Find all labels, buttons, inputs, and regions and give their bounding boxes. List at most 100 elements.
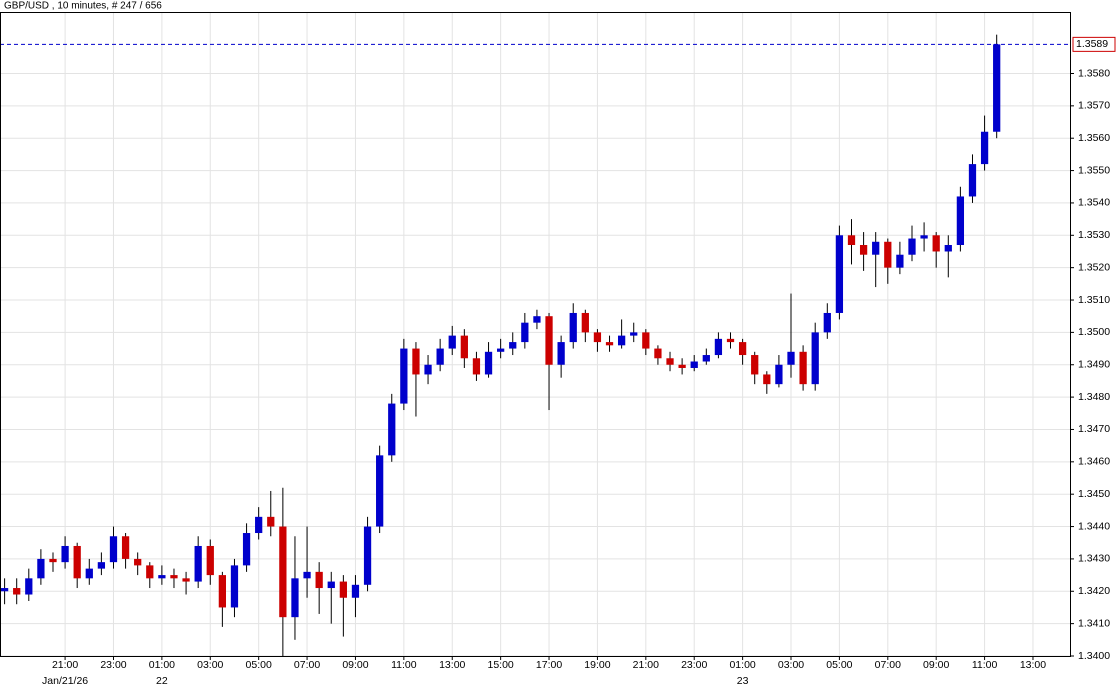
candle-body bbox=[291, 578, 299, 618]
candle-body bbox=[242, 533, 251, 566]
candle-body bbox=[835, 235, 844, 313]
date-label: 23 bbox=[737, 675, 749, 687]
candle-body bbox=[109, 536, 118, 563]
candle-body bbox=[787, 351, 795, 365]
candle-body bbox=[170, 575, 178, 579]
y-tick-label: 1.3400 bbox=[1078, 650, 1110, 662]
candle-body bbox=[388, 403, 396, 456]
candle-body bbox=[230, 565, 239, 608]
x-tick-label: 03:00 bbox=[197, 659, 223, 671]
candle-body bbox=[13, 588, 21, 595]
y-tick-label: 1.3450 bbox=[1078, 488, 1110, 500]
candle-body bbox=[460, 335, 468, 359]
y-tick-label: 1.3420 bbox=[1078, 585, 1110, 597]
candle-body bbox=[714, 338, 723, 356]
candle-body bbox=[97, 562, 106, 569]
candle-body bbox=[363, 526, 372, 585]
candle-body bbox=[654, 348, 662, 359]
candle-body bbox=[85, 568, 93, 579]
candle-body bbox=[484, 351, 493, 375]
candle-body bbox=[315, 571, 323, 589]
candle-body bbox=[944, 245, 952, 252]
x-tick-label: 21:00 bbox=[52, 659, 78, 671]
candle-body bbox=[351, 584, 360, 598]
candle-body bbox=[206, 545, 214, 576]
candle-body bbox=[472, 358, 481, 375]
candle-body bbox=[726, 338, 735, 343]
candle-body bbox=[327, 581, 335, 589]
candle-body bbox=[617, 335, 626, 346]
candle-body bbox=[884, 241, 892, 268]
candle-body bbox=[751, 355, 759, 375]
x-tick-label: 17:00 bbox=[536, 659, 562, 671]
candle-body bbox=[605, 342, 614, 346]
candle-body bbox=[158, 575, 166, 579]
candle-body bbox=[61, 545, 69, 563]
candle-body bbox=[799, 351, 807, 385]
candle-body bbox=[847, 235, 856, 246]
x-tick-label: 01:00 bbox=[149, 659, 175, 671]
candle-body bbox=[121, 536, 130, 559]
candle-body bbox=[303, 571, 311, 579]
candle-body bbox=[859, 245, 868, 255]
candle-body bbox=[932, 235, 940, 252]
candle-body bbox=[218, 575, 227, 608]
date-label: Jan/21/26 bbox=[42, 675, 88, 687]
y-tick-label: 1.3560 bbox=[1078, 132, 1110, 144]
y-tick-label: 1.3410 bbox=[1078, 617, 1110, 629]
candle-body bbox=[581, 312, 589, 333]
candle-body bbox=[557, 342, 565, 365]
candle-body bbox=[545, 316, 553, 365]
candle-body bbox=[630, 332, 638, 336]
candle-body bbox=[593, 332, 602, 343]
y-tick-label: 1.3580 bbox=[1078, 67, 1110, 79]
candle-body bbox=[980, 131, 989, 165]
candles bbox=[0, 34, 1001, 656]
candle-body bbox=[993, 44, 1001, 132]
candle-body bbox=[823, 312, 831, 333]
candle-body bbox=[509, 342, 517, 349]
candle-body bbox=[339, 581, 347, 598]
candle-body bbox=[738, 342, 747, 356]
y-tick-label: 1.3460 bbox=[1078, 456, 1110, 468]
y-tick-label: 1.3470 bbox=[1078, 423, 1110, 435]
y-tick-label: 1.3530 bbox=[1078, 229, 1110, 241]
x-tick-label: 09:00 bbox=[923, 659, 949, 671]
candle-body bbox=[896, 254, 904, 268]
candle-body bbox=[908, 238, 916, 255]
candle-body bbox=[400, 348, 408, 404]
y-tick-label: 1.3550 bbox=[1078, 164, 1110, 176]
chart-title: GBP/USD , 10 minutes, # 247 / 656 bbox=[4, 1, 162, 12]
x-tick-label: 13:00 bbox=[1020, 659, 1046, 671]
candle-body bbox=[642, 332, 650, 349]
candle-body bbox=[436, 348, 444, 365]
x-tick-label: 05:00 bbox=[246, 659, 272, 671]
y-tick-label: 1.3510 bbox=[1078, 294, 1110, 306]
candle-body bbox=[73, 545, 81, 579]
candle-body bbox=[255, 516, 263, 534]
y-tick-label: 1.3440 bbox=[1078, 520, 1110, 532]
x-tick-label: 15:00 bbox=[487, 659, 513, 671]
y-tick-label: 1.3540 bbox=[1078, 197, 1110, 209]
x-tick-label: 07:00 bbox=[875, 659, 901, 671]
x-tick-label: 23:00 bbox=[681, 659, 707, 671]
candle-body bbox=[569, 312, 577, 343]
candle-body bbox=[134, 558, 142, 566]
x-tick-label: 09:00 bbox=[342, 659, 368, 671]
candle-body bbox=[424, 364, 432, 375]
y-tick-label: 1.3430 bbox=[1078, 553, 1110, 565]
candle-body bbox=[25, 578, 33, 595]
candle-body bbox=[497, 348, 505, 352]
candle-body bbox=[146, 565, 154, 579]
last-price-label: 1.3589 bbox=[1076, 38, 1108, 50]
candle-body bbox=[448, 335, 456, 349]
candle-body bbox=[678, 364, 686, 368]
candle-body bbox=[763, 374, 771, 385]
candle-body bbox=[521, 322, 529, 343]
y-tick-label: 1.3570 bbox=[1078, 100, 1110, 112]
candle-body bbox=[702, 355, 710, 362]
last-price-box bbox=[1072, 36, 1116, 52]
candle-body bbox=[49, 558, 57, 563]
